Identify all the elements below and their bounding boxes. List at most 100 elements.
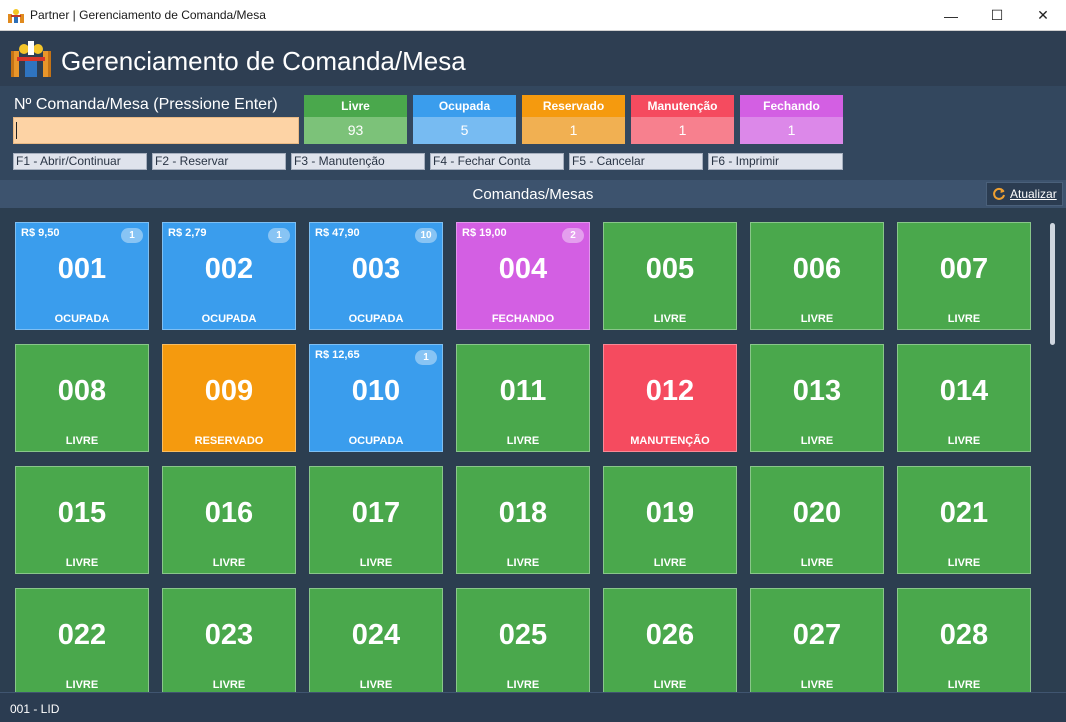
- tile-status: LIVRE: [212, 679, 246, 691]
- tile-number: 020: [792, 497, 842, 529]
- command-number-input[interactable]: [13, 117, 299, 144]
- tile-status: LIVRE: [800, 557, 834, 569]
- status-summary-label: Ocupada: [413, 95, 516, 117]
- table-tile[interactable]: 009 RESERVADO: [162, 344, 296, 452]
- shortcut-f1-button[interactable]: F1 - Abrir/Continuar: [13, 153, 147, 170]
- table-tile[interactable]: 007 LIVRE: [897, 222, 1031, 330]
- refresh-button[interactable]: Atualizar: [986, 182, 1063, 206]
- status-summary-fechando[interactable]: Fechando 1: [740, 95, 843, 144]
- table-tile[interactable]: 014 LIVRE: [897, 344, 1031, 452]
- status-summary-label: Reservado: [522, 95, 625, 117]
- tile-number: 028: [939, 619, 989, 651]
- status-summary-count: 1: [740, 117, 843, 144]
- tile-status: LIVRE: [506, 557, 540, 569]
- tile-number: 015: [57, 497, 107, 529]
- table-tile[interactable]: 026 LIVRE: [603, 588, 737, 692]
- window-title: Partner | Gerenciamento de Comanda/Mesa: [30, 8, 266, 22]
- refresh-icon: [993, 187, 1005, 200]
- tile-status: LIVRE: [947, 435, 981, 447]
- tile-status: LIVRE: [947, 313, 981, 325]
- shortcut-f3-button[interactable]: F3 - Manutenção: [291, 153, 425, 170]
- table-tile[interactable]: 013 LIVRE: [750, 344, 884, 452]
- table-tile[interactable]: 008 LIVRE: [15, 344, 149, 452]
- tables-grid: R$ 9,50 1 001 OCUPADA R$ 2,79 1 002 OCUPADA R$ 4…: [0, 208, 1066, 692]
- status-summary-label: Livre: [304, 95, 407, 117]
- tile-number: 019: [645, 497, 695, 529]
- shortcut-f5-button[interactable]: F5 - Cancelar: [569, 153, 703, 170]
- table-tile[interactable]: R$ 12,65 1 010 OCUPADA: [309, 344, 443, 452]
- table-tile[interactable]: 027 LIVRE: [750, 588, 884, 692]
- table-tile[interactable]: 020 LIVRE: [750, 466, 884, 574]
- table-tile[interactable]: 018 LIVRE: [456, 466, 590, 574]
- tile-status: LIVRE: [506, 435, 540, 447]
- shortcut-f6-button[interactable]: F6 - Imprimir: [708, 153, 843, 170]
- tile-amount: R$ 47,90: [315, 227, 360, 239]
- table-tile[interactable]: R$ 47,90 10 003 OCUPADA: [309, 222, 443, 330]
- table-tile[interactable]: 015 LIVRE: [15, 466, 149, 574]
- tile-status: LIVRE: [653, 557, 687, 569]
- tile-number: 011: [499, 375, 547, 407]
- grid-scrollbar[interactable]: [1050, 223, 1055, 345]
- tile-number: 024: [351, 619, 401, 651]
- page-title: Gerenciamento de Comanda/Mesa: [61, 46, 466, 76]
- tile-number: 010: [351, 375, 401, 407]
- maximize-button[interactable]: ☐: [990, 7, 1004, 23]
- tile-status: LIVRE: [653, 313, 687, 325]
- tile-number: 018: [498, 497, 548, 529]
- table-tile[interactable]: 021 LIVRE: [897, 466, 1031, 574]
- tile-number: 009: [204, 375, 254, 407]
- table-tile[interactable]: 017 LIVRE: [309, 466, 443, 574]
- tile-status: LIVRE: [800, 313, 834, 325]
- table-tile[interactable]: 028 LIVRE: [897, 588, 1031, 692]
- table-tile[interactable]: 016 LIVRE: [162, 466, 296, 574]
- tile-number: 001: [57, 253, 107, 285]
- status-summary-livre[interactable]: Livre 93: [304, 95, 407, 144]
- app-icon: [8, 9, 24, 23]
- tile-number: 016: [204, 497, 254, 529]
- tile-status: LIVRE: [65, 557, 99, 569]
- tile-number: 017: [351, 497, 401, 529]
- tile-number: 026: [645, 619, 695, 651]
- shortcut-f4-button[interactable]: F4 - Fechar Conta: [430, 153, 564, 170]
- shortcut-f2-button[interactable]: F2 - Reservar: [152, 153, 286, 170]
- table-tile[interactable]: 025 LIVRE: [456, 588, 590, 692]
- tile-status: LIVRE: [800, 679, 834, 691]
- status-summary-reservado[interactable]: Reservado 1: [522, 95, 625, 144]
- tile-status: FECHANDO: [491, 313, 555, 325]
- table-tile[interactable]: 005 LIVRE: [603, 222, 737, 330]
- status-summary-ocupada[interactable]: Ocupada 5: [413, 95, 516, 144]
- status-summary-label: Fechando: [740, 95, 843, 117]
- tile-amount: R$ 19,00: [462, 227, 507, 239]
- table-tile[interactable]: 024 LIVRE: [309, 588, 443, 692]
- tile-number: 013: [792, 375, 842, 407]
- tile-number: 007: [939, 253, 989, 285]
- minimize-button[interactable]: —: [944, 7, 958, 24]
- tile-item-count-badge: 1: [121, 228, 143, 243]
- status-summary-count: 93: [304, 117, 407, 144]
- table-tile[interactable]: 022 LIVRE: [15, 588, 149, 692]
- tile-status: OCUPADA: [54, 313, 110, 325]
- window-titlebar: Partner | Gerenciamento de Comanda/Mesa …: [0, 0, 1066, 31]
- table-tile[interactable]: 006 LIVRE: [750, 222, 884, 330]
- close-button[interactable]: ✕: [1037, 7, 1049, 23]
- tile-status: OCUPADA: [201, 313, 257, 325]
- tile-amount: R$ 2,79: [168, 227, 207, 239]
- table-tile[interactable]: R$ 19,00 2 004 FECHANDO: [456, 222, 590, 330]
- status-summary-label: Manutenção: [631, 95, 734, 117]
- table-tile[interactable]: 019 LIVRE: [603, 466, 737, 574]
- tile-status: RESERVADO: [194, 435, 264, 447]
- tile-status: LIVRE: [506, 679, 540, 691]
- tile-item-count-badge: 1: [268, 228, 290, 243]
- tile-amount: R$ 12,65: [315, 349, 360, 361]
- status-bar: 001 - LID: [0, 692, 1066, 722]
- table-tile[interactable]: R$ 9,50 1 001 OCUPADA: [15, 222, 149, 330]
- tile-status: LIVRE: [359, 679, 393, 691]
- status-summary-manutencao[interactable]: Manutenção 1: [631, 95, 734, 144]
- table-tile[interactable]: 011 LIVRE: [456, 344, 590, 452]
- tile-number: 027: [792, 619, 842, 651]
- tile-number: 004: [498, 253, 548, 285]
- table-tile[interactable]: R$ 2,79 1 002 OCUPADA: [162, 222, 296, 330]
- table-tile[interactable]: 012 MANUTENÇÃO: [603, 344, 737, 452]
- table-tile[interactable]: 023 LIVRE: [162, 588, 296, 692]
- restaurant-table-icon: [11, 41, 51, 77]
